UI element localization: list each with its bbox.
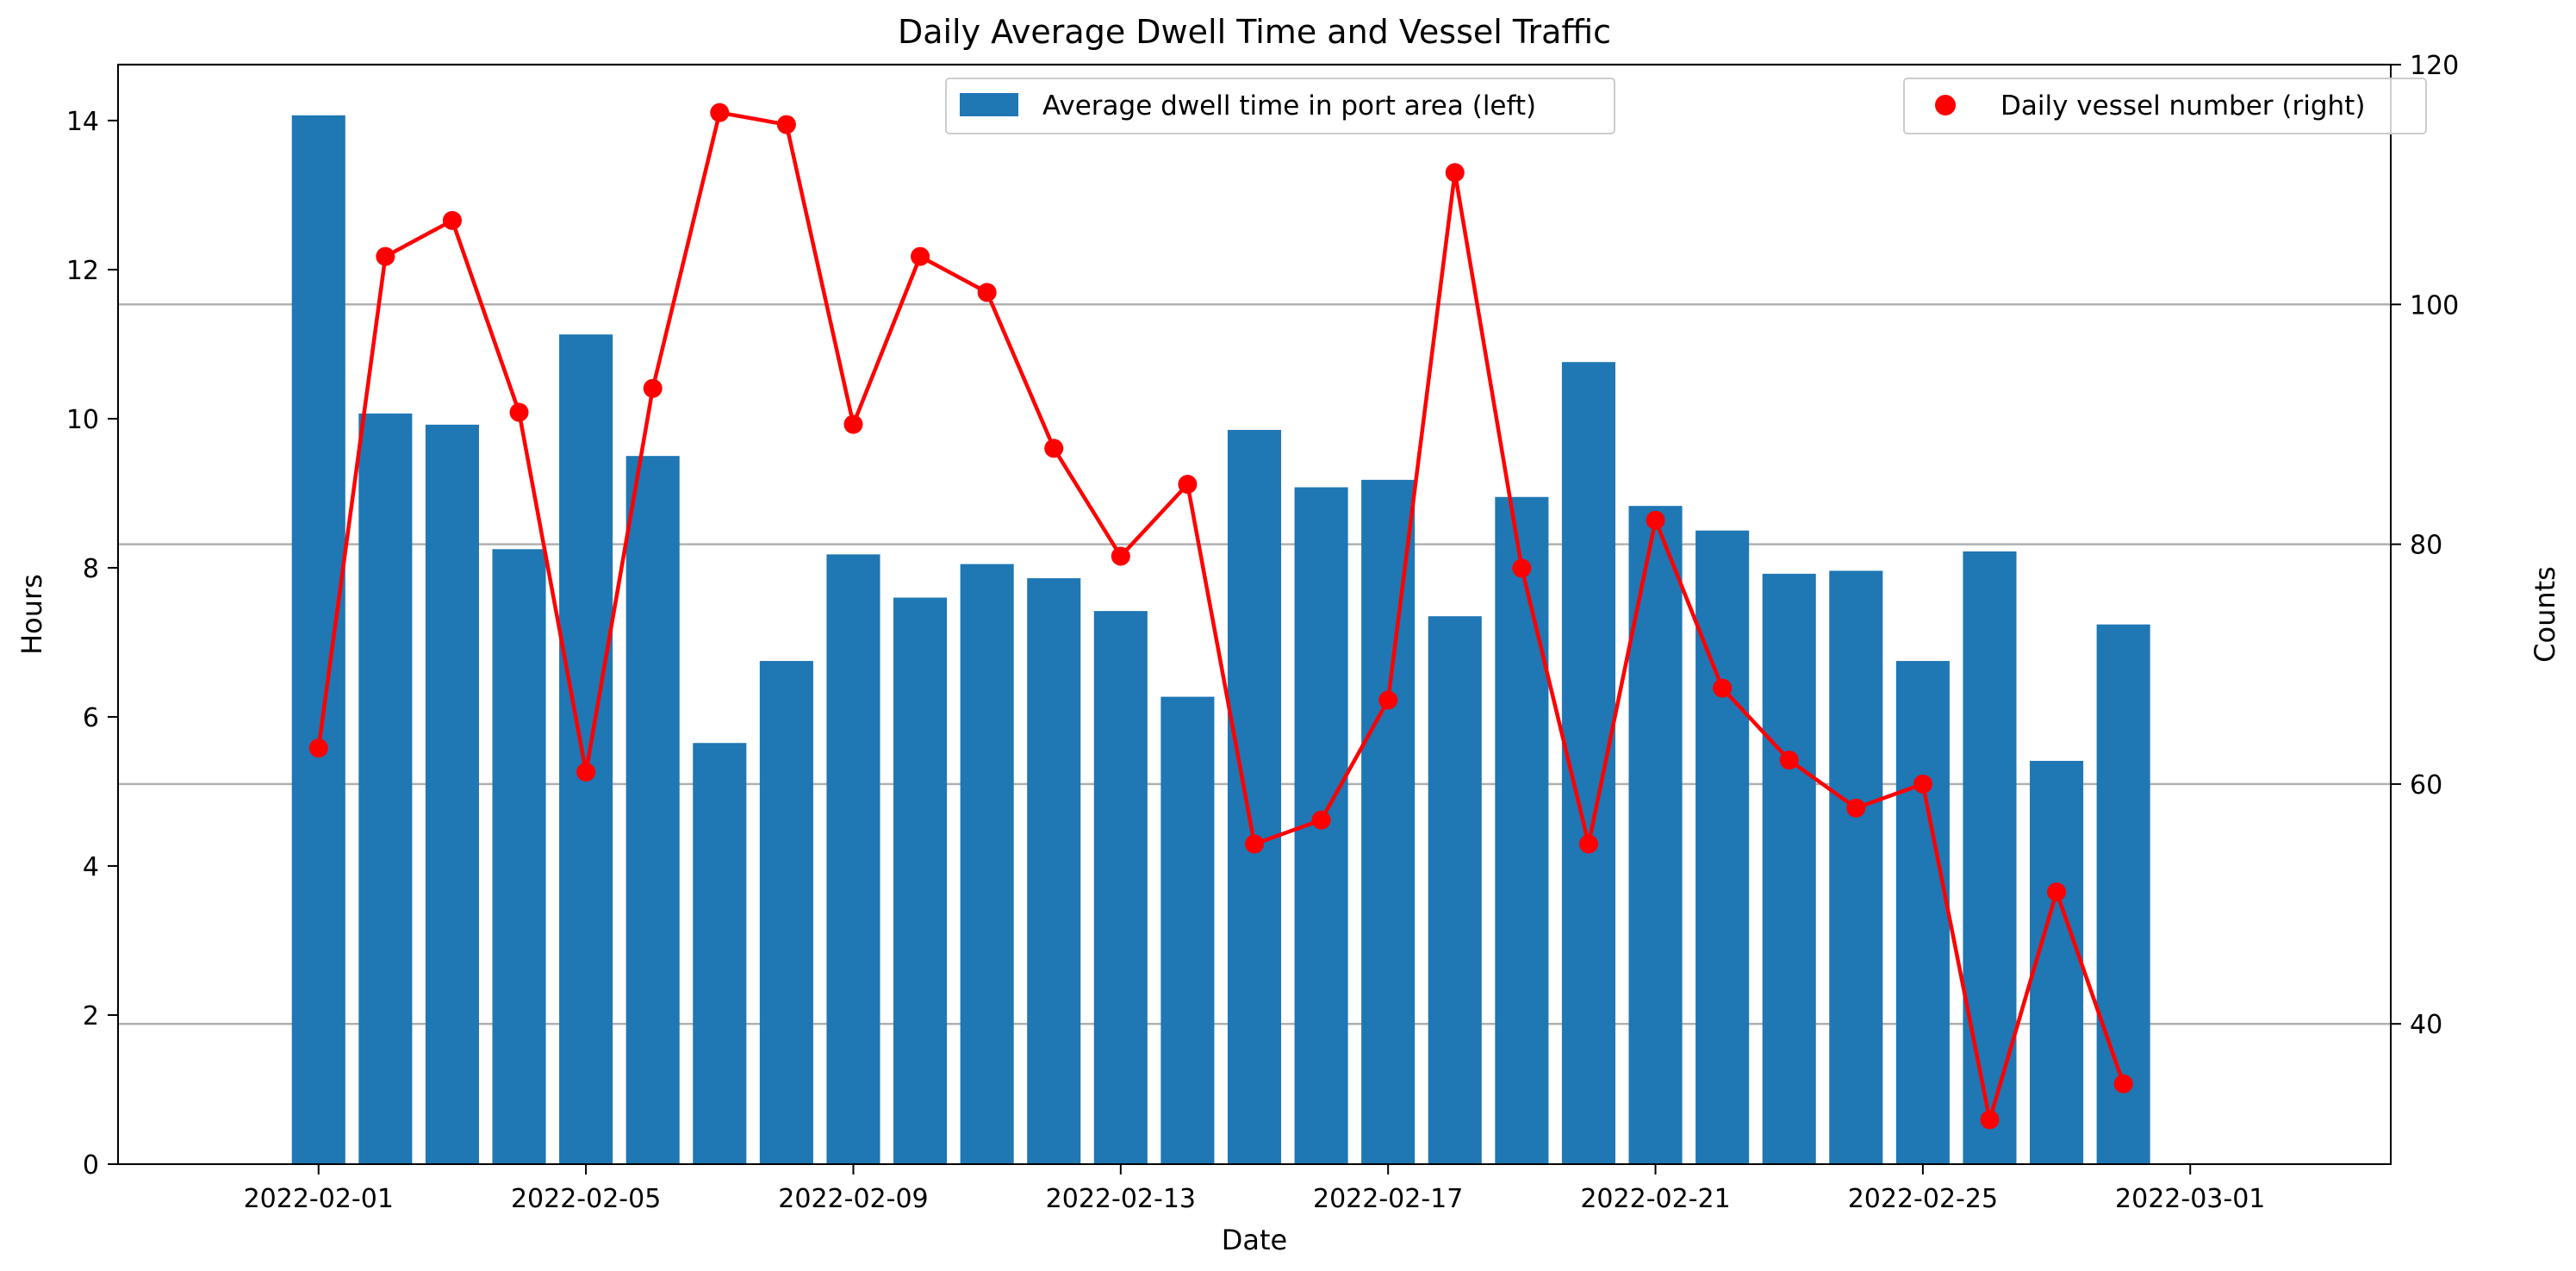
point	[1913, 774, 1932, 794]
point	[1311, 810, 1331, 830]
point	[911, 246, 930, 266]
point	[576, 762, 596, 782]
bar-series	[291, 115, 2150, 1165]
point	[843, 414, 863, 434]
point	[1111, 546, 1130, 566]
y-tick-label: 10	[66, 405, 99, 435]
point	[643, 378, 663, 398]
y-tick-label: 2	[83, 1001, 99, 1031]
bar	[492, 549, 546, 1164]
x-tick-label: 2022-02-21	[1580, 1184, 1730, 1214]
bar	[1829, 570, 1883, 1164]
chart-title: Daily Average Dwell Time and Vessel Traf…	[898, 13, 1611, 51]
left-y-axis: 0 2 4 6 8 10 12 14	[66, 107, 118, 1181]
bar	[1495, 496, 1549, 1164]
bar	[1696, 530, 1750, 1164]
bar	[1963, 551, 2017, 1164]
x-tick-label: 2022-02-09	[778, 1184, 928, 1214]
point	[442, 210, 462, 230]
bar	[693, 743, 747, 1164]
y-tick-label: 40	[2410, 1010, 2442, 1040]
legend-box	[1903, 78, 2427, 134]
y-tick-label: 8	[83, 554, 99, 584]
point	[1779, 751, 1799, 770]
right-y-axis-label: Counts	[2529, 566, 2561, 663]
point	[977, 283, 997, 302]
point	[1713, 678, 1733, 698]
point	[710, 103, 730, 122]
bar	[559, 334, 613, 1165]
point	[509, 402, 529, 422]
point	[1578, 834, 1598, 854]
bar	[625, 456, 680, 1164]
y-tick-label: 12	[66, 256, 99, 286]
point	[1646, 510, 1665, 530]
x-tick-label: 2022-02-01	[244, 1184, 394, 1214]
left-y-axis-label: Hours	[16, 574, 48, 655]
y-tick-label: 4	[83, 852, 99, 882]
bar	[2030, 760, 2084, 1164]
bar	[1093, 611, 1148, 1164]
plot-frame	[117, 64, 2392, 1165]
legend-bar-series: Average dwell time in port area (left)	[945, 78, 1615, 134]
series-line	[316, 110, 2125, 1122]
point	[1044, 439, 1064, 458]
bar	[1428, 616, 1482, 1164]
bar	[2096, 624, 2150, 1164]
bar	[358, 413, 413, 1165]
bar	[1227, 429, 1282, 1164]
line-series	[308, 103, 2133, 1130]
bar	[291, 115, 345, 1164]
bar	[1160, 696, 1215, 1164]
x-axis-label: Date	[1222, 1224, 1287, 1256]
point	[2047, 882, 2067, 902]
point	[776, 115, 796, 134]
y-tick-label: 14	[66, 107, 99, 137]
right-y-axis: 40 60 80 100 120	[2391, 51, 2459, 1040]
point	[1980, 1110, 2000, 1130]
legend-box	[945, 78, 1615, 134]
x-axis: 2022-02-01 2022-02-05 2022-02-09 2022-02-13…	[244, 1164, 2265, 1214]
y-tick-label: 0	[83, 1150, 99, 1181]
bar	[425, 424, 479, 1164]
point	[1445, 163, 1465, 183]
x-tick-label: 2022-03-01	[2115, 1184, 2265, 1214]
point	[376, 246, 395, 266]
bar	[1895, 661, 1950, 1164]
y-tick-label: 100	[2410, 290, 2459, 321]
point	[1378, 690, 1398, 710]
bar	[960, 564, 1014, 1164]
point	[1178, 475, 1198, 495]
bar	[1027, 578, 1081, 1164]
x-tick-label: 2022-02-25	[1848, 1184, 1998, 1214]
y-tick-label: 80	[2410, 531, 2442, 561]
bar	[759, 661, 813, 1164]
point	[1512, 558, 1532, 578]
y-tick-label: 120	[2410, 51, 2459, 81]
bar	[1762, 573, 1816, 1164]
legend-bar-swatch	[960, 93, 1018, 116]
legend-line-label: Daily vessel number (right)	[2000, 90, 2365, 121]
bar	[893, 597, 948, 1164]
legend-line-marker	[1935, 95, 1956, 115]
point	[308, 738, 328, 758]
x-tick-label: 2022-02-17	[1313, 1184, 1463, 1214]
y-tick-label: 6	[83, 703, 99, 733]
x-tick-label: 2022-02-13	[1046, 1184, 1196, 1214]
point	[1846, 798, 1866, 818]
bar	[826, 554, 880, 1164]
bar	[1361, 479, 1416, 1164]
x-tick-label: 2022-02-05	[511, 1184, 661, 1214]
y-tick-label: 60	[2410, 770, 2442, 801]
legend-line-series: Daily vessel number (right)	[1903, 78, 2427, 134]
legend-bar-label: Average dwell time in port area (left)	[1042, 90, 1536, 121]
point	[2113, 1074, 2133, 1093]
point	[1245, 834, 1264, 854]
